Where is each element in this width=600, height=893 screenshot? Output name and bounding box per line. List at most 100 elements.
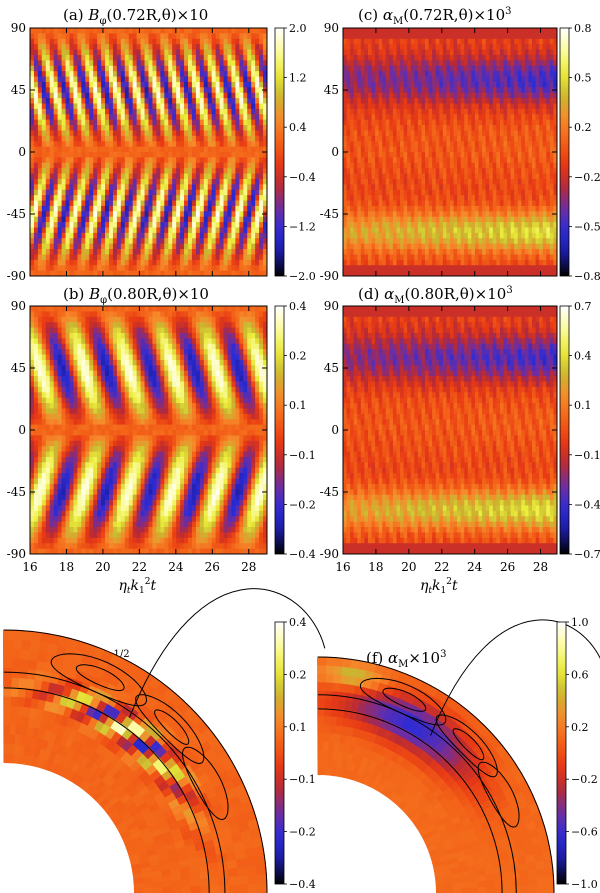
- e-field-loop: [50, 653, 148, 707]
- d-ytick-label: -45: [320, 485, 339, 499]
- b-xtick-label: 16: [22, 560, 37, 574]
- f-open-field-line: [430, 619, 600, 736]
- a-cbar-label: 1.2: [289, 72, 307, 85]
- d-field: [343, 306, 557, 554]
- f-field-loop: [435, 714, 498, 778]
- e-field-loop: [154, 709, 190, 745]
- d-ytick-label: 0: [331, 423, 339, 437]
- e-field-loop: [135, 694, 205, 765]
- d-cbar-label: −0.1: [574, 449, 600, 462]
- a-ytick-label: 90: [11, 21, 26, 35]
- d-cbar-label: 0.4: [574, 350, 592, 363]
- e-inner-boundary: [3, 687, 210, 893]
- f-cbar-label: −0.6: [571, 826, 598, 839]
- d-xtick-label: 24: [467, 560, 483, 574]
- e-colorbar: [274, 621, 285, 885]
- e-outer-boundary: [3, 629, 268, 893]
- d-title: (d) αM(0.80R,θ)×103: [358, 285, 513, 306]
- a-cbar-label: −0.4: [289, 171, 316, 184]
- a-ytick-label: 45: [11, 83, 26, 97]
- e-tachocline: [3, 671, 226, 893]
- e-cbar-label: −0.1: [289, 773, 316, 786]
- f-field-loop: [382, 687, 427, 712]
- a-title: (a) Bφ(0.72R,θ)×10: [63, 6, 208, 27]
- b-xtick-label: 20: [95, 560, 110, 574]
- a-cbar-label: −1.2: [289, 220, 316, 233]
- f-cbar-label: 0.6: [571, 668, 589, 681]
- f-inner-boundary: [317, 708, 503, 893]
- e-annulus: [2, 629, 268, 893]
- b-field: [30, 306, 267, 554]
- c-ytick-label: 90: [324, 21, 339, 35]
- d-colorbar: [559, 305, 570, 555]
- c-cbar-label: 0.5: [574, 72, 592, 85]
- f-outer-boundary: [317, 656, 555, 893]
- d-cbar-label: −0.7: [574, 548, 600, 561]
- b-xtick-label: 26: [205, 560, 220, 574]
- c-ytick-label: 45: [324, 83, 339, 97]
- e-cbar-label: 0.2: [289, 668, 307, 681]
- b-xlabel: ηtk12t: [119, 577, 157, 596]
- f-annulus: [317, 656, 555, 893]
- a-colorbar: [274, 27, 285, 277]
- b-xtick-label: 24: [168, 560, 184, 574]
- a-ytick-label: -45: [7, 207, 26, 221]
- e-field-loop: [182, 746, 229, 821]
- e-cbar-label: −0.4: [289, 878, 316, 891]
- b-cbar-label: 0.4: [289, 300, 307, 313]
- c-ytick-label: -45: [320, 207, 339, 221]
- d-xtick-label: 26: [500, 560, 515, 574]
- c-cbar-label: 0.2: [574, 121, 592, 134]
- b-xtick-label: 18: [59, 560, 74, 574]
- d-ytick-label: -90: [320, 547, 339, 561]
- f-cbar-label: −0.2: [571, 773, 598, 786]
- b-ytick-label: 45: [11, 361, 26, 375]
- f-colorbar: [556, 621, 567, 885]
- c-field: [343, 28, 557, 276]
- b-ytick-label: 0: [18, 423, 26, 437]
- b-xtick-label: 28: [241, 560, 256, 574]
- d-xtick-label: 18: [368, 560, 383, 574]
- f-cbar-label: 1.0: [571, 616, 589, 629]
- d-xlabel: ηtk12t: [420, 577, 458, 596]
- a-ytick-label: 0: [18, 145, 26, 159]
- c-cbar-label: −0.5: [574, 220, 600, 233]
- e-open-field-line: [128, 588, 326, 718]
- e-cbar-label: 0.4: [289, 616, 307, 629]
- b-cbar-label: 0.2: [289, 350, 307, 363]
- f-cbar-label: −1.0: [571, 878, 598, 891]
- c-ytick-label: -90: [320, 269, 339, 283]
- d-ytick-label: 90: [324, 299, 339, 313]
- b-ytick-label: -90: [7, 547, 26, 561]
- c-cbar-label: −0.8: [574, 270, 600, 283]
- b-ytick-label: -45: [7, 485, 26, 499]
- e-cbar-label: 0.1: [289, 721, 307, 734]
- d-cbar-label: 0.7: [574, 300, 592, 313]
- c-colorbar: [559, 27, 570, 277]
- b-title: (b) Bφ(0.80R,θ)×10: [63, 285, 209, 306]
- f-field-loop: [477, 761, 520, 828]
- b-cbar-label: −0.2: [289, 498, 316, 511]
- d-ytick-label: 45: [324, 361, 339, 375]
- b-cbar-label: −0.1: [289, 449, 316, 462]
- d-xtick-label: 28: [533, 560, 548, 574]
- d-xtick-label: 16: [335, 560, 350, 574]
- f-tachocline: [317, 694, 517, 893]
- a-ytick-label: -90: [7, 269, 26, 283]
- c-ytick-label: 0: [331, 145, 339, 159]
- d-cbar-label: −0.4: [574, 498, 600, 511]
- e-field-loop: [75, 664, 125, 692]
- f-field-loop: [452, 728, 485, 761]
- e-cbar-label: −0.2: [289, 826, 316, 839]
- f-title: (f) αM×103: [366, 649, 446, 670]
- b-colorbar: [274, 305, 285, 555]
- c-title: (c) αM(0.72R,θ)×103: [358, 6, 512, 27]
- a-field: [30, 28, 267, 276]
- c-cbar-label: 0.8: [574, 22, 592, 35]
- b-cbar-label: −0.4: [289, 548, 316, 561]
- b-cbar-label: 0.1: [289, 399, 307, 412]
- f-cbar-label: 0.2: [571, 721, 589, 734]
- d-xtick-label: 20: [401, 560, 416, 574]
- c-cbar-label: −0.2: [574, 171, 600, 184]
- b-ytick-label: 90: [11, 299, 26, 313]
